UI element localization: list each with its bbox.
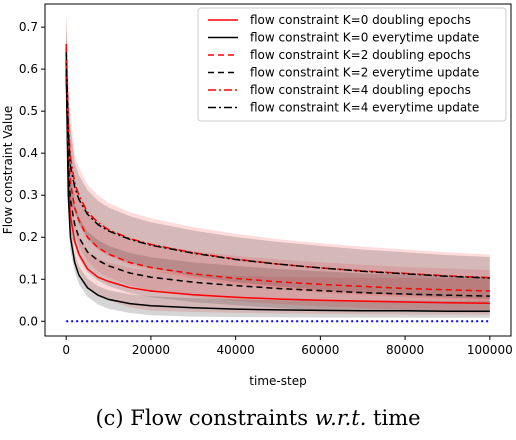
series-line	[65, 43, 490, 279]
chart: 0 20000 40000 60000 80000 100000 0.0 0.1 0.2 0.3…	[1, 3, 513, 388]
y-tick-label: 0.0	[19, 314, 38, 328]
x-tick-label: 100000	[467, 343, 513, 357]
series-line	[65, 60, 490, 297]
x-tick-label: 40000	[217, 343, 255, 357]
x-axis-label: time-step	[249, 374, 306, 388]
y-tick-label: 0.5	[19, 104, 38, 118]
x-tick-label: 80000	[386, 343, 424, 357]
legend: flow constraint K=0 doubling epochs flow …	[197, 7, 507, 122]
confidence-bands	[66, 10, 490, 318]
legend-label: flow constraint K=4 everytime update	[250, 101, 479, 115]
series-line	[65, 48, 490, 292]
plot-frame	[44, 3, 512, 337]
y-axis-label: Flow constraint Value	[1, 106, 15, 234]
y-tick-label: 0.7	[19, 20, 38, 34]
legend-label: flow constraint K=4 doubling epochs	[250, 83, 471, 97]
x-tick-label: 0	[62, 343, 70, 357]
series-line	[65, 69, 490, 312]
legend-label: flow constraint K=2 doubling epochs	[250, 48, 471, 62]
series-lines	[65, 43, 490, 312]
series-line	[65, 60, 490, 304]
y-tick-label: 0.4	[19, 146, 38, 160]
y-tick-label: 0.6	[19, 62, 38, 76]
legend-label: flow constraint K=0 everytime update	[250, 31, 479, 45]
confidence-band	[66, 18, 490, 299]
y-tick-label: 0.3	[19, 188, 38, 202]
confidence-band	[66, 27, 490, 313]
figure-caption: (c) Flow constraints w.r.t. time	[0, 406, 516, 430]
y-tick-label: 0.2	[19, 230, 38, 244]
caption-suffix: time	[366, 406, 421, 430]
caption-italic: w.r.t.	[314, 406, 367, 430]
confidence-band	[66, 10, 490, 301]
confidence-band	[66, 14, 490, 311]
y-tick-label: 0.1	[19, 272, 38, 286]
series-line	[65, 52, 490, 279]
x-tick-label: 20000	[132, 343, 170, 357]
x-axis-ticks: 0 20000 40000 60000 80000 100000	[62, 336, 513, 357]
confidence-band	[66, 27, 490, 315]
legend-label: flow constraint K=0 doubling epochs	[250, 13, 471, 27]
legend-label: flow constraint K=2 everytime update	[250, 66, 479, 80]
caption-prefix: (c) Flow constraints	[95, 406, 315, 430]
legend-box	[197, 7, 507, 122]
x-tick-label: 60000	[301, 343, 339, 357]
y-axis-ticks: 0.0 0.1 0.2 0.3 0.4 0.5 0.6 0.7	[19, 20, 45, 328]
